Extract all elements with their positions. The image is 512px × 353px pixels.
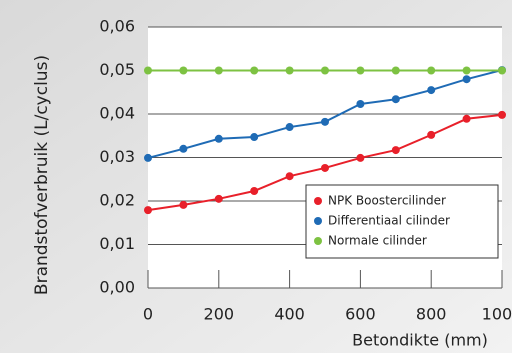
y-tick-label: 0,01: [99, 234, 135, 253]
data-point: [250, 186, 259, 195]
data-point: [144, 153, 152, 162]
data-point: [462, 114, 471, 123]
data-point: [214, 194, 223, 203]
data-point: [144, 66, 152, 75]
y-tick-label: 0,06: [99, 17, 135, 36]
legend-label: Differentiaal cilinder: [328, 214, 450, 228]
data-point: [462, 66, 471, 75]
data-point: [427, 66, 436, 75]
legend-box: [305, 184, 499, 259]
data-point: [179, 200, 188, 209]
legend-marker: [314, 237, 322, 245]
x-tick-label: 400: [274, 305, 305, 324]
y-tick-label: 0,04: [99, 104, 135, 123]
x-tick-label: 600: [345, 305, 376, 324]
x-tick-label: 800: [416, 305, 447, 324]
data-point: [498, 66, 506, 75]
data-point: [214, 134, 223, 143]
data-point: [356, 99, 365, 108]
data-point: [285, 172, 294, 181]
data-point: [391, 66, 400, 75]
data-point: [214, 66, 223, 75]
data-point: [391, 146, 400, 155]
data-point: [427, 86, 436, 95]
data-point: [356, 153, 365, 162]
legend-marker: [314, 217, 322, 225]
legend-label: Normale cilinder: [328, 234, 427, 248]
y-tick-label: 0,00: [99, 278, 135, 297]
data-point: [285, 123, 294, 132]
x-axis-title: Betondikte (mm): [352, 331, 488, 350]
data-point: [356, 66, 365, 75]
data-point: [144, 206, 152, 215]
data-point: [427, 130, 436, 139]
data-point: [498, 110, 506, 119]
x-tick-label: 200: [204, 305, 235, 324]
data-point: [179, 144, 188, 153]
data-point: [285, 66, 294, 75]
legend-label: NPK Boostercilinder: [328, 194, 446, 208]
data-point: [391, 95, 400, 104]
data-point: [321, 66, 329, 75]
data-point: [250, 133, 259, 142]
data-point: [179, 66, 188, 75]
x-tick-label: 0: [143, 305, 153, 324]
legend-marker: [314, 197, 322, 205]
x-tick-label: 1000: [482, 305, 512, 324]
y-tick-label: 0,02: [99, 191, 135, 210]
data-point: [321, 117, 329, 126]
data-point: [462, 75, 471, 84]
data-point: [321, 163, 329, 172]
legend: NPK Boostercilinder Differentiaal cilinde…: [305, 184, 499, 259]
data-point: [250, 66, 259, 75]
y-tick-label: 0,03: [99, 147, 135, 166]
y-tick-label: 0,05: [99, 60, 135, 79]
y-axis-title: Brandstofverbruik (L/cyclus): [32, 55, 52, 295]
